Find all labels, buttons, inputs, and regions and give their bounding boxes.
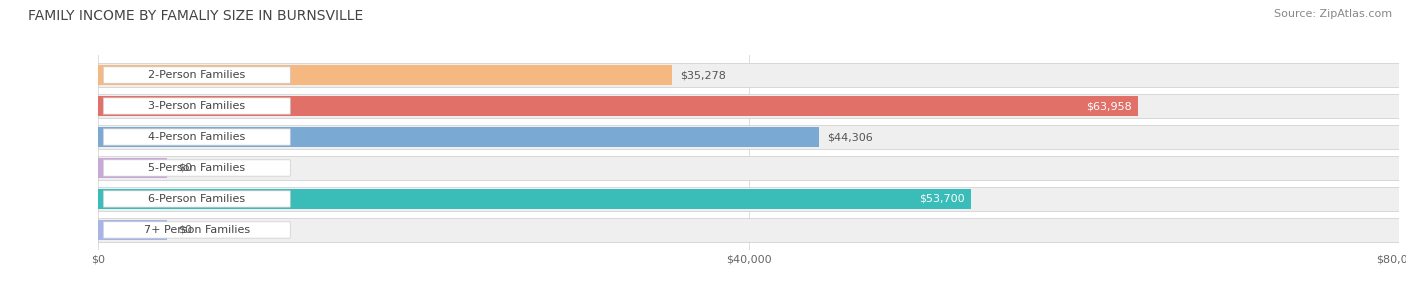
Bar: [98, 220, 167, 239]
FancyBboxPatch shape: [103, 191, 290, 207]
Bar: [98, 127, 818, 147]
FancyBboxPatch shape: [103, 222, 290, 238]
Bar: [98, 63, 1399, 87]
Text: 6-Person Families: 6-Person Families: [148, 194, 245, 204]
Text: FAMILY INCOME BY FAMALIY SIZE IN BURNSVILLE: FAMILY INCOME BY FAMALIY SIZE IN BURNSVI…: [28, 9, 363, 23]
Bar: [98, 189, 972, 209]
Bar: [98, 218, 1399, 242]
Bar: [98, 125, 1399, 149]
FancyBboxPatch shape: [103, 129, 290, 145]
Text: $44,306: $44,306: [827, 132, 873, 142]
Bar: [98, 94, 1399, 118]
Text: 7+ Person Families: 7+ Person Families: [143, 225, 250, 235]
Text: 4-Person Families: 4-Person Families: [148, 132, 246, 142]
Text: Source: ZipAtlas.com: Source: ZipAtlas.com: [1274, 9, 1392, 19]
Bar: [98, 96, 1139, 116]
Bar: [98, 66, 672, 85]
Bar: [98, 156, 1399, 180]
Text: $0: $0: [179, 163, 193, 173]
Bar: [98, 158, 167, 178]
Text: $53,700: $53,700: [920, 194, 965, 204]
Text: 3-Person Families: 3-Person Families: [148, 101, 245, 111]
Text: $0: $0: [179, 225, 193, 235]
FancyBboxPatch shape: [103, 98, 290, 114]
Text: 2-Person Families: 2-Person Families: [148, 70, 246, 80]
Text: 5-Person Families: 5-Person Families: [148, 163, 245, 173]
Text: $63,958: $63,958: [1085, 101, 1132, 111]
FancyBboxPatch shape: [103, 160, 290, 176]
Bar: [98, 187, 1399, 211]
FancyBboxPatch shape: [103, 67, 290, 83]
Text: $35,278: $35,278: [681, 70, 725, 80]
